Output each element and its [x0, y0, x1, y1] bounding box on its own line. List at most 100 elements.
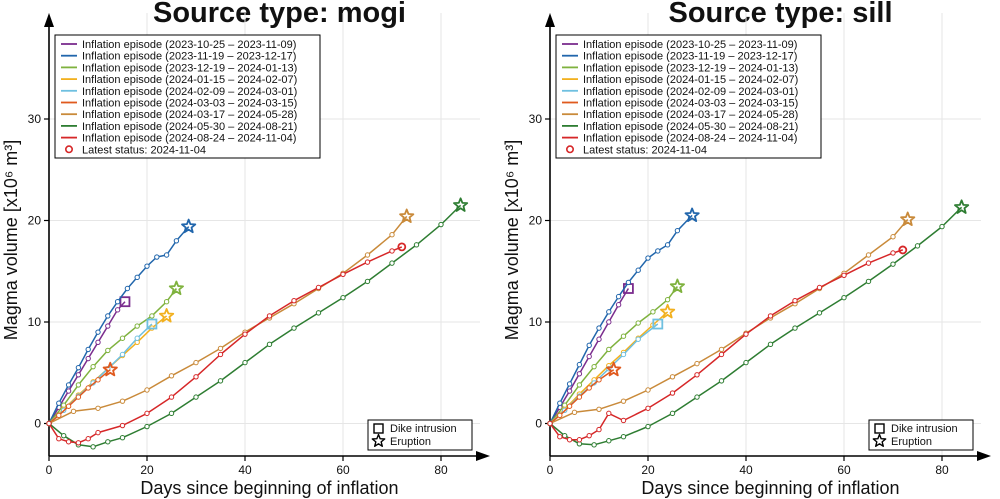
- data-point: [134, 323, 140, 329]
- series-9: [46, 242, 407, 446]
- data-point: [193, 359, 199, 366]
- data-point: [95, 339, 101, 345]
- data-point: [890, 234, 896, 240]
- data-point: [743, 331, 749, 337]
- y-axis-arrow: [44, 13, 54, 27]
- data-point: [95, 377, 101, 383]
- data-point: [669, 390, 676, 396]
- data-point: [841, 294, 847, 301]
- data-point: [743, 359, 749, 366]
- data-point: [95, 405, 101, 411]
- data-point: [65, 388, 72, 394]
- data-point: [144, 410, 150, 417]
- data-point: [566, 381, 573, 387]
- data-point: [596, 426, 602, 433]
- eruption-symbol: [872, 433, 887, 447]
- data-point: [914, 243, 921, 249]
- end-marker: [898, 245, 908, 255]
- data-point: [193, 394, 199, 400]
- data-point: [625, 279, 632, 286]
- dike-intrusion-symbol: [373, 423, 384, 434]
- data-point: [767, 341, 774, 348]
- legend-entry: Inflation episode (2024-01-15 – 2024-02-…: [583, 74, 798, 86]
- data-point: [65, 439, 72, 445]
- series-3: [46, 280, 184, 427]
- data-point: [114, 307, 121, 313]
- data-point: [596, 336, 602, 342]
- legend-entry: Inflation episode (2024-03-03 – 2024-03-…: [82, 98, 297, 110]
- end-marker: [119, 296, 131, 308]
- data-point: [168, 394, 175, 400]
- legend-entry: Inflation episode (2024-01-15 – 2024-02-…: [82, 74, 297, 86]
- data-point: [105, 323, 111, 329]
- series-7: [46, 208, 415, 427]
- marker-legend-box: [367, 419, 473, 451]
- data-point: [718, 346, 725, 353]
- data-point: [413, 242, 420, 248]
- data-point: [85, 346, 91, 353]
- dike-intrusion-label: Dike intrusion: [390, 423, 457, 435]
- data-point: [606, 309, 612, 315]
- data-point: [163, 252, 170, 258]
- x-tick-label: 80: [434, 463, 448, 477]
- data-point: [266, 341, 273, 348]
- data-point: [576, 394, 583, 400]
- data-point: [635, 336, 641, 342]
- legend-box: [54, 34, 321, 159]
- end-marker: [159, 308, 175, 323]
- legend-entry: Inflation episode (2023-11-19 – 2023-12-…: [82, 51, 296, 63]
- chart-panel-2: Source type: sill 0 20 40 60 80 0 10 20 30 Days si…: [502, 0, 991, 498]
- data-point: [70, 408, 77, 415]
- end-marker: [168, 280, 184, 296]
- x-axis-label: Days since beginning of inflation: [641, 478, 899, 498]
- data-point: [173, 238, 180, 244]
- legend-entry: Inflation episode (2023-11-19 – 2023-12-…: [583, 51, 797, 63]
- data-point: [56, 412, 62, 419]
- data-point: [620, 351, 627, 358]
- y-axis-label: Magma volume [x10⁶ m³]: [502, 140, 522, 340]
- legend-entry: Inflation episode (2023-12-19 – 2024-01-…: [82, 62, 297, 74]
- series-line: [549, 249, 904, 441]
- data-point: [586, 353, 592, 360]
- series-line: [549, 286, 679, 424]
- end-marker: [606, 361, 622, 377]
- data-point: [620, 433, 627, 440]
- data-point: [46, 420, 52, 427]
- eruption-label: Eruption: [390, 436, 431, 448]
- x-tick-label: 60: [837, 463, 851, 477]
- legend-latest-status: Latest status: 2024-11-04: [583, 144, 707, 156]
- series-6: [46, 361, 118, 427]
- y-tick-label: 30: [28, 112, 42, 126]
- data-point: [792, 297, 798, 304]
- legend: Inflation episode (2023-10-25 – 2023-11-…: [555, 34, 822, 159]
- data-point: [635, 320, 641, 326]
- data-point: [217, 378, 224, 384]
- data-point: [694, 360, 700, 367]
- data-point: [242, 359, 248, 366]
- eruption-label: Eruption: [891, 436, 932, 448]
- data-point: [620, 333, 627, 339]
- data-point: [61, 432, 67, 439]
- data-point: [576, 382, 583, 388]
- end-marker: [397, 242, 407, 252]
- data-point: [576, 437, 583, 443]
- data-point: [939, 223, 945, 230]
- data-point: [65, 382, 72, 388]
- data-point: [645, 423, 651, 430]
- legend-box: [555, 34, 822, 159]
- data-point: [105, 313, 111, 319]
- y-axis-label: Magma volume [x10⁶ m³]: [1, 140, 21, 340]
- legend-entry: Inflation episode (2024-08-24 – 2024-11-…: [82, 133, 296, 145]
- end-marker: [669, 278, 685, 294]
- data-point: [119, 398, 126, 404]
- y-tick-label: 20: [28, 214, 42, 228]
- end-marker: [102, 361, 118, 377]
- data-point: [664, 296, 671, 303]
- data-point: [890, 261, 896, 267]
- x-tick-label: 0: [547, 463, 554, 477]
- data-point: [591, 442, 597, 448]
- end-marker: [900, 211, 916, 227]
- dike-intrusion-symbol: [874, 423, 885, 434]
- data-point: [364, 252, 371, 258]
